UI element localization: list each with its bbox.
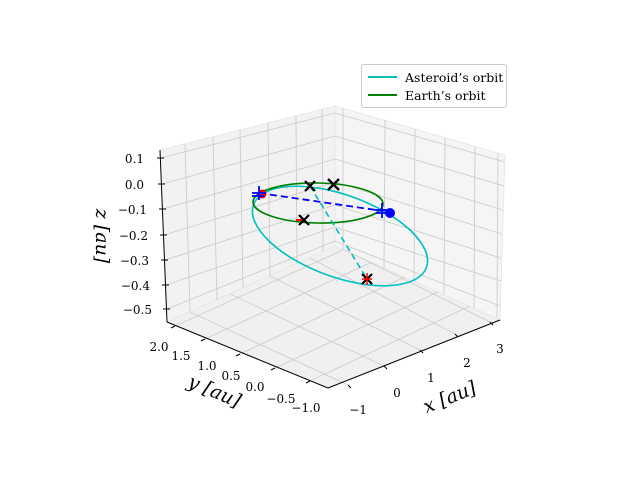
svg-text:−1.0: −1.0 [291, 401, 320, 415]
legend-label: Asteroid’s orbit [405, 69, 504, 85]
svg-text:0.1: 0.1 [125, 152, 144, 166]
arrival-plus-marker [375, 203, 389, 218]
chart-legend: Asteroid’s orbit Earth’s orbit [361, 64, 507, 108]
axis-lines [157, 149, 501, 389]
legend-label: Earth’s orbit [405, 87, 486, 103]
y-tick-labels: 2.0 1.5 1.0 0.5 0.0 −0.5 −1.0 [149, 340, 320, 415]
svg-text:0.5: 0.5 [221, 369, 240, 383]
svg-text:0: 0 [393, 386, 401, 400]
legend-item-asteroid-orbit: Asteroid’s orbit [368, 68, 503, 86]
z-axis-label: z [au] [91, 208, 113, 264]
svg-text:−0.2: −0.2 [119, 229, 148, 243]
svg-text:1: 1 [427, 371, 435, 385]
departure-plus-marker [252, 186, 266, 200]
asteroid-orbit-swatch-icon [368, 76, 397, 78]
svg-text:1.5: 1.5 [171, 349, 190, 363]
markers [252, 178, 395, 285]
axes-panes [159, 105, 506, 389]
svg-text:−0.4: −0.4 [121, 279, 151, 293]
svg-text:0.0: 0.0 [125, 178, 144, 192]
earth-orbit-swatch-icon [368, 94, 397, 96]
cross-marker-4 [361, 273, 373, 285]
svg-text:−1: −1 [349, 403, 367, 417]
x-tick-labels: −1 0 1 2 3 [349, 342, 504, 417]
svg-text:1.0: 1.0 [197, 359, 216, 373]
cross-marker-2 [327, 178, 340, 191]
svg-text:−0.1: −0.1 [118, 203, 147, 217]
earth-orbit [252, 182, 384, 224]
svg-text:3: 3 [496, 342, 504, 356]
svg-text:2.0: 2.0 [149, 340, 168, 354]
svg-text:−0.3: −0.3 [120, 254, 149, 268]
svg-text:2: 2 [463, 356, 471, 370]
legend-item-earth-orbit: Earth’s orbit [368, 86, 486, 104]
svg-text:−0.5: −0.5 [266, 392, 295, 406]
cross-marker-3 [296, 214, 310, 226]
grid-lines [160, 108, 506, 386]
z-tick-labels: 0.1 0.0 −0.1 −0.2 −0.3 −0.4 −0.5 [118, 152, 152, 317]
transfer-dashed-line [258, 192, 384, 212]
cross-marker-1 [304, 180, 316, 192]
svg-text:0.0: 0.0 [245, 380, 264, 394]
svg-text:−0.5: −0.5 [123, 303, 152, 317]
node-dashed-line [309, 185, 368, 280]
